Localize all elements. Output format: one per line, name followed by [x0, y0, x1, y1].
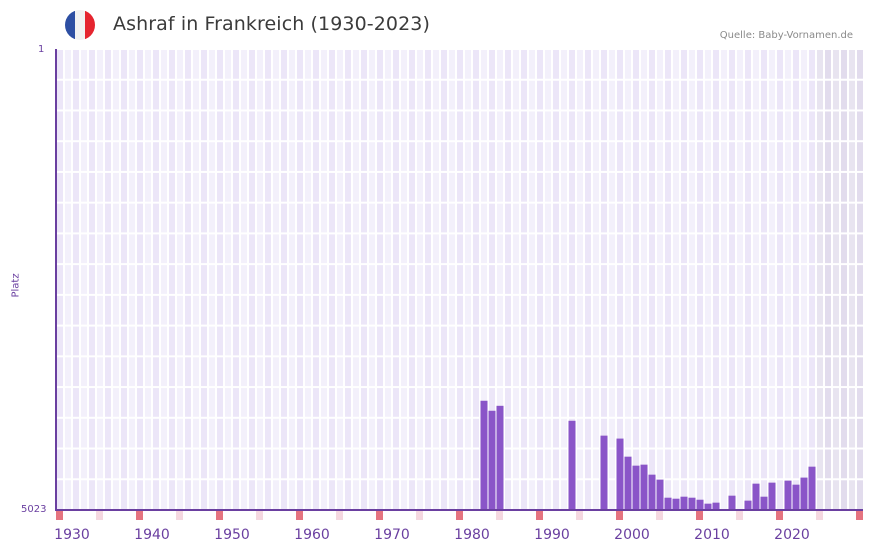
year-marker: [576, 511, 583, 520]
year-marker: [216, 511, 223, 520]
year-marker: [456, 511, 463, 520]
bar-2020: [792, 484, 800, 510]
bar-1992: [568, 420, 576, 510]
bar-2004: [664, 497, 672, 510]
year-marker: [856, 511, 863, 520]
bar-2022: [808, 466, 816, 510]
y-axis-label: Platz: [10, 273, 22, 298]
bar-2015: [752, 483, 760, 510]
x-axis-line: [56, 509, 863, 511]
year-marker: [816, 511, 823, 520]
year-marker: [256, 511, 263, 520]
x-tick-label: 2000: [614, 527, 650, 543]
year-marker: [56, 511, 63, 520]
x-tick-label: 1980: [454, 527, 490, 543]
year-marker: [176, 511, 183, 520]
x-tick-label: 1990: [534, 527, 570, 543]
bar-2021: [800, 477, 808, 510]
bar-2007: [688, 497, 696, 510]
bar-2014: [744, 500, 752, 510]
x-tick-label: 2020: [774, 527, 810, 543]
year-marker: [336, 511, 343, 520]
year-marker: [776, 511, 783, 520]
year-marker: [736, 511, 743, 520]
bar-2019: [784, 480, 792, 510]
bar-2002: [648, 474, 656, 510]
year-marker: [496, 511, 503, 520]
x-tick-label: 1970: [374, 527, 410, 543]
year-marker: [696, 511, 703, 520]
x-tick-label: 1930: [54, 527, 90, 543]
bar-1982: [488, 410, 496, 510]
y-tick-top: 1: [38, 44, 45, 55]
bar-2003: [656, 479, 664, 510]
year-marker: [656, 511, 663, 520]
year-marker: [296, 511, 303, 520]
x-tick-label: 1950: [214, 527, 250, 543]
year-marker: [96, 511, 103, 520]
year-marker: [376, 511, 383, 520]
bar-1983: [496, 405, 504, 510]
plot-area: [57, 50, 863, 510]
x-tick-label: 1960: [294, 527, 330, 543]
bar-2016: [760, 496, 768, 510]
bar-1999: [624, 456, 632, 510]
chart-title: Ashraf in Frankreich (1930-2023): [113, 13, 431, 35]
bar-2010: [712, 502, 720, 510]
year-marker: [536, 511, 543, 520]
bar-1996: [600, 435, 608, 510]
year-marker: [416, 511, 423, 520]
x-tick-label: 1940: [134, 527, 170, 543]
flag-stripe-white: [75, 10, 85, 40]
year-marker: [616, 511, 623, 520]
year-marker: [136, 511, 143, 520]
y-axis-line: [55, 49, 57, 511]
bar-1981: [480, 400, 488, 510]
bar-2001: [640, 464, 648, 510]
bar-2005: [672, 498, 680, 510]
bar-2012: [728, 495, 736, 510]
bar-2006: [680, 496, 688, 510]
x-tick-label: 2010: [694, 527, 730, 543]
source-credit: Quelle: Baby-Vornamen.de: [719, 30, 853, 41]
bar-2009: [704, 503, 712, 510]
bar-1998: [616, 438, 624, 510]
bar-2017: [768, 482, 776, 510]
flag-stripe-red: [85, 10, 95, 40]
bar-2000: [632, 465, 640, 510]
flag-stripe-blue: [65, 10, 75, 40]
bar-2008: [696, 499, 704, 510]
france-flag-icon: [65, 10, 95, 40]
y-tick-bottom: 5023: [21, 504, 47, 515]
